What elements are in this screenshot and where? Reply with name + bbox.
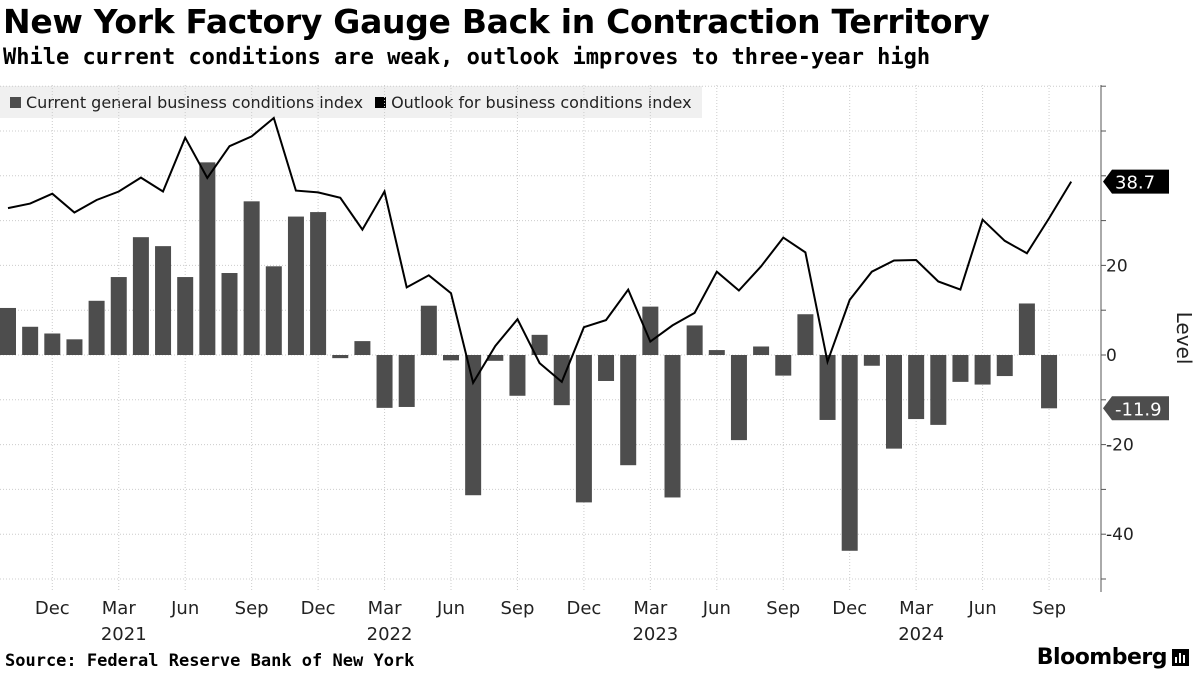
x-tick-label: Mar (102, 598, 137, 619)
bar-jun-2024 (974, 355, 991, 385)
x-tick-label: Mar (899, 598, 934, 619)
x-tick-label: Dec (35, 598, 70, 619)
bar-oct-2022 (531, 334, 548, 355)
bloomberg-terminal-icon (1172, 649, 1189, 666)
bar-aug-2024 (1018, 303, 1035, 355)
end-label-current-text: -11.9 (1115, 399, 1162, 420)
bar-sep-2024 (1041, 355, 1058, 409)
bar-mar-2023 (642, 306, 659, 355)
bar-aug-2021 (221, 273, 238, 355)
source-note: Source: Federal Reserve Bank of New York (5, 651, 415, 671)
bar-jan-2024 (863, 355, 880, 366)
x-tick-label: Sep (766, 598, 800, 619)
x-tick-label: Dec (301, 598, 336, 619)
end-label-current-bg (1103, 396, 1169, 421)
x-tick-label: Sep (235, 598, 269, 619)
bar-aug-2023 (753, 346, 770, 355)
y-tick-label: 0 (1106, 346, 1117, 366)
bar-apr-2023 (664, 355, 681, 498)
line-series (7, 116, 1073, 386)
bar-apr-2022 (398, 355, 415, 407)
end-label-outlook-text: 38.7 (1115, 173, 1155, 194)
legend-label-current: Current general business conditions inde… (26, 92, 364, 112)
outlook-line (7, 116, 1073, 386)
bar-jun-2023 (708, 350, 725, 355)
bar-oct-2021 (265, 266, 282, 355)
bar-feb-2024 (886, 355, 902, 449)
chart-title: New York Factory Gauge Back in Contracti… (3, 2, 990, 41)
bar-jul-2023 (730, 355, 747, 441)
x-tick-label: Jun (702, 598, 731, 619)
bar-jul-2024 (996, 355, 1013, 377)
end-labels: 38.7 -11.9 (1103, 169, 1169, 421)
bar-nov-2020 (22, 326, 39, 355)
bar-aug-2022 (487, 355, 504, 361)
legend-item-outlook[interactable]: Outlook for business conditions index (375, 92, 692, 112)
chart-subtitle: While current conditions are weak, outlo… (3, 45, 931, 70)
brand-name: Bloomberg (1036, 645, 1168, 670)
end-label-outlook-bg (1103, 169, 1169, 194)
bar-may-2021 (155, 246, 172, 355)
y-tick-label: -40 (1106, 525, 1134, 545)
legend-label-outlook: Outlook for business conditions index (391, 92, 692, 112)
bar-nov-2021 (287, 216, 304, 355)
brand-logo: Bloomberg (1037, 645, 1189, 670)
x-tick-label: Jun (968, 598, 997, 619)
x-year-label: 2022 (367, 624, 413, 645)
bar-dec-2020 (44, 333, 61, 355)
y-tick-label: 20 (1106, 256, 1128, 276)
legend: Current general business conditions inde… (0, 86, 702, 118)
end-label-current: -11.9 (1103, 396, 1169, 421)
bar-apr-2024 (930, 355, 947, 425)
x-tick-label: Mar (368, 598, 403, 619)
x-tick-label: Jun (436, 598, 465, 619)
bar-dec-2021 (310, 212, 327, 355)
bar-oct-2020 (0, 307, 16, 355)
bar-dec-2023 (841, 355, 858, 551)
bar-may-2024 (952, 355, 969, 382)
bar-mar-2024 (908, 355, 925, 420)
bar-jan-2022 (332, 355, 349, 359)
x-tick-label: Mar (633, 598, 668, 619)
bar-apr-2021 (132, 237, 149, 355)
x-tick-label: Sep (1032, 598, 1066, 619)
y-axis-title: Level (1172, 312, 1196, 365)
bar-mar-2021 (110, 277, 127, 355)
bar-mar-2022 (376, 355, 393, 408)
bar-dec-2022 (575, 355, 592, 503)
x-tick-label: Jun (170, 598, 199, 619)
end-label-outlook: 38.7 (1103, 169, 1169, 194)
bar-oct-2023 (797, 314, 814, 355)
bar-jun-2022 (443, 355, 459, 361)
x-tick-label: Dec (566, 598, 601, 619)
bar-nov-2023 (819, 355, 836, 420)
x-year-label: 2023 (632, 624, 678, 645)
bar-sep-2021 (243, 201, 260, 355)
x-year-label: 2021 (101, 624, 147, 645)
x-tick-label: Dec (832, 598, 867, 619)
bar-jul-2021 (199, 162, 216, 355)
legend-item-current[interactable]: Current general business conditions inde… (10, 93, 363, 112)
legend-swatch-bar (10, 96, 21, 108)
bar-may-2023 (686, 325, 703, 355)
x-tick-label: Sep (500, 598, 534, 619)
x-axis: Dec Mar 2021 Jun Sep Dec Mar 2022 Jun Sep Dec Mar 20… (35, 598, 1066, 645)
bar-jul-2022 (465, 355, 482, 496)
bar-jan-2023 (598, 355, 615, 381)
bar-feb-2022 (354, 341, 371, 355)
x-year-label: 2024 (898, 624, 944, 645)
bar-sep-2023 (775, 355, 792, 376)
bar-feb-2021 (88, 300, 105, 355)
y-axis: -40 -20 0 20 Level (1100, 85, 1196, 592)
bar-may-2022 (420, 305, 437, 355)
legend-swatch-line (375, 96, 387, 108)
y-tick-label: -20 (1106, 436, 1134, 456)
bar-feb-2023 (620, 355, 637, 466)
bar-sep-2022 (509, 355, 526, 396)
bar-jun-2021 (177, 277, 194, 355)
bar-jan-2021 (66, 339, 83, 355)
